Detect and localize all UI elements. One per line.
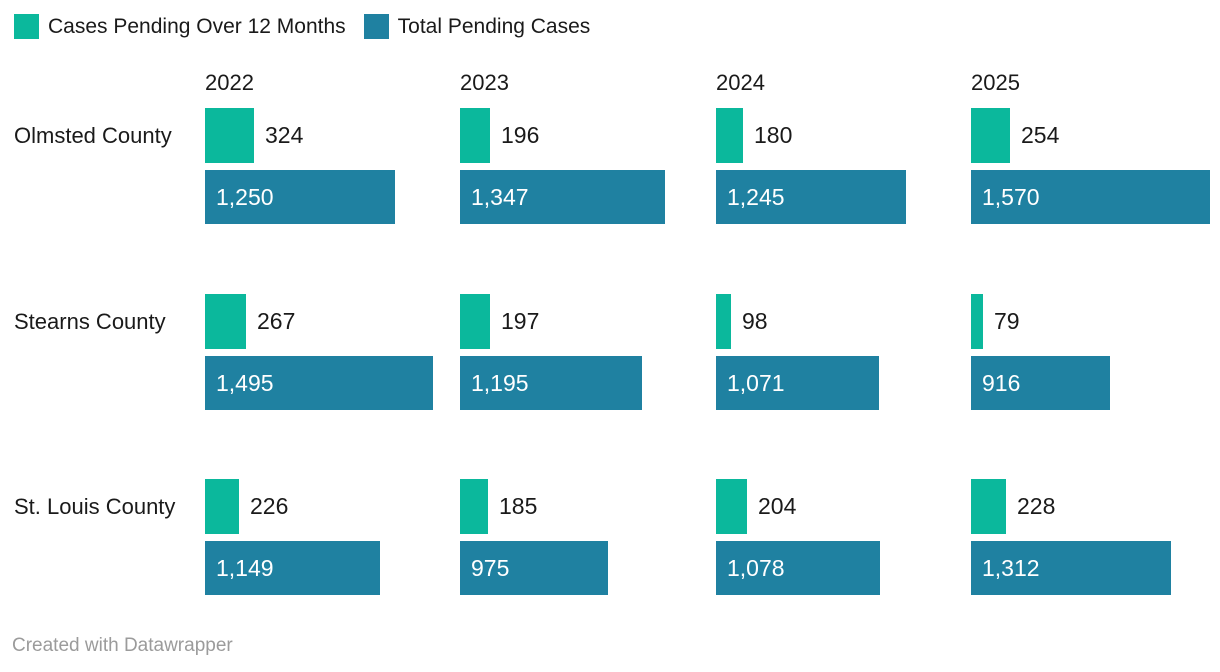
bar-value-over-12-months: 185 bbox=[499, 493, 538, 519]
bar-value-total-pending: 1,149 bbox=[216, 554, 274, 581]
bar-value-total-pending: 975 bbox=[471, 554, 510, 581]
bar-value-over-12-months: 228 bbox=[1017, 493, 1056, 519]
bar-total-pending: 975 bbox=[460, 541, 608, 595]
year-label-2025: 2025 bbox=[971, 70, 1020, 95]
bar-value-total-pending: 1,245 bbox=[727, 183, 785, 210]
bar-over-12-months bbox=[460, 108, 490, 163]
bar-total-pending: 1,071 bbox=[716, 356, 879, 410]
row-label-county: Stearns County bbox=[14, 308, 166, 334]
bar-value-over-12-months: 79 bbox=[994, 308, 1020, 334]
bar-value-over-12-months: 180 bbox=[754, 122, 793, 148]
bar-value-total-pending: 1,071 bbox=[727, 369, 785, 396]
legend-swatch-total-pending-icon bbox=[363, 14, 389, 39]
legend-item-total-pending: Total Pending Cases bbox=[363, 14, 591, 39]
legend-item-over-12-months: Cases Pending Over 12 Months bbox=[14, 14, 346, 39]
row-label-county: Olmsted County bbox=[14, 122, 172, 148]
bar-value-total-pending: 1,312 bbox=[982, 554, 1040, 581]
bar-over-12-months bbox=[460, 479, 488, 534]
bar-over-12-months bbox=[716, 479, 747, 534]
bar-value-over-12-months: 226 bbox=[250, 493, 289, 519]
bar-value-total-pending: 1,495 bbox=[216, 369, 274, 396]
year-label-2022: 2022 bbox=[205, 70, 254, 95]
bar-total-pending: 1,312 bbox=[971, 541, 1171, 595]
bar-over-12-months bbox=[971, 294, 983, 349]
bar-over-12-months bbox=[971, 108, 1010, 163]
bar-over-12-months bbox=[205, 294, 246, 349]
bar-over-12-months bbox=[716, 108, 743, 163]
bar-over-12-months bbox=[716, 294, 731, 349]
bar-total-pending: 1,250 bbox=[205, 170, 395, 224]
bar-value-total-pending: 1,078 bbox=[727, 554, 785, 581]
legend-swatch-over-12-months-icon bbox=[14, 14, 39, 39]
bar-total-pending: 1,495 bbox=[205, 356, 433, 410]
bar-total-pending: 1,347 bbox=[460, 170, 665, 224]
bar-value-over-12-months: 254 bbox=[1021, 122, 1060, 148]
bar-value-total-pending: 1,347 bbox=[471, 183, 529, 210]
bar-over-12-months bbox=[205, 108, 254, 163]
attribution: Created with Datawrapper bbox=[12, 635, 233, 657]
bar-total-pending: 916 bbox=[971, 356, 1110, 410]
bar-over-12-months bbox=[205, 479, 239, 534]
legend-label-total-pending: Total Pending Cases bbox=[397, 14, 591, 38]
bar-total-pending: 1,245 bbox=[716, 170, 906, 224]
bar-value-over-12-months: 197 bbox=[501, 308, 540, 334]
bar-value-total-pending: 1,250 bbox=[216, 183, 274, 210]
bar-value-over-12-months: 98 bbox=[742, 308, 768, 334]
bar-value-over-12-months: 196 bbox=[501, 122, 540, 148]
bar-value-total-pending: 916 bbox=[982, 369, 1021, 396]
bar-total-pending: 1,570 bbox=[971, 170, 1210, 224]
bar-over-12-months bbox=[971, 479, 1006, 534]
bar-value-over-12-months: 267 bbox=[257, 308, 296, 334]
bar-total-pending: 1,149 bbox=[205, 541, 380, 595]
year-label-2023: 2023 bbox=[460, 70, 509, 95]
bar-value-over-12-months: 324 bbox=[265, 122, 304, 148]
bar-total-pending: 1,078 bbox=[716, 541, 880, 595]
legend-label-over-12-months: Cases Pending Over 12 Months bbox=[48, 14, 346, 38]
bar-value-over-12-months: 204 bbox=[758, 493, 797, 519]
bar-total-pending: 1,195 bbox=[460, 356, 642, 410]
year-label-2024: 2024 bbox=[716, 70, 765, 95]
row-label-county: St. Louis County bbox=[14, 493, 176, 519]
bar-over-12-months bbox=[460, 294, 490, 349]
bar-value-total-pending: 1,195 bbox=[471, 369, 529, 396]
bar-value-total-pending: 1,570 bbox=[982, 183, 1040, 210]
attribution-text: Created with Datawrapper bbox=[12, 635, 233, 656]
legend: Cases Pending Over 12 Months Total Pendi… bbox=[14, 14, 590, 39]
